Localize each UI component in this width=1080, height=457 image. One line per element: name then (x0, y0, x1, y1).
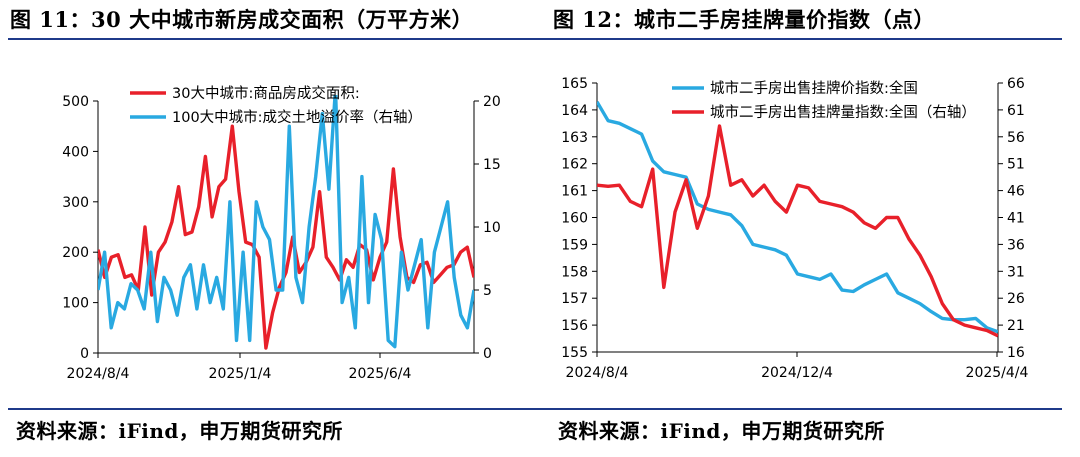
right-chart-series-line-1 (597, 100, 998, 334)
right-chart-right-tick-label: 26 (1007, 291, 1025, 307)
left-chart-right-tick-label: 10 (483, 220, 501, 236)
right-chart-x-tick-label: 2025/4/4 (966, 365, 1029, 381)
left-chart-left-tick-label: 400 (62, 144, 89, 160)
left-chart-left-tick-label: 0 (80, 346, 89, 362)
left-chart-legend-label-2: 100大中城市:成交土地溢价率（右轴） (172, 108, 422, 126)
right-chart-left-tick-label: 158 (561, 264, 588, 280)
left-chart-x-tick-label: 2025/1/4 (209, 366, 272, 382)
left-chart-right-tick-label: 20 (483, 94, 501, 110)
right-chart-right-tick-label: 46 (1007, 184, 1025, 200)
header-rule (8, 38, 1062, 40)
right-chart-right-tick-label: 56 (1007, 130, 1025, 146)
right-chart-right-tick-label: 31 (1007, 264, 1025, 280)
right-chart-title: 图 12：城市二手房挂牌量价指数（点） (553, 7, 936, 32)
right-chart-left-tick-label: 161 (561, 184, 588, 200)
left-chart-right-tick-label: 15 (483, 157, 501, 173)
left-chart-right-tick-label: 0 (483, 346, 492, 362)
right-chart-legend-label-2: 城市二手房出售挂牌量指数:全国（右轴） (710, 103, 976, 121)
right-chart-left-tick-label: 165 (561, 76, 588, 92)
right-chart-right-tick-label: 16 (1007, 345, 1025, 361)
right-chart-x-tick-label: 2024/8/4 (566, 365, 629, 381)
right-chart-legend-label-1: 城市二手房出售挂牌价指数:全国 (710, 79, 918, 97)
left-chart-left-tick-label: 500 (62, 94, 89, 110)
right-chart-right-tick-label: 36 (1007, 237, 1025, 253)
right-chart-left-tick-label: 156 (561, 318, 588, 334)
right-chart-left-tick-label: 159 (561, 237, 588, 253)
left-chart-x-tick-label: 2025/6/4 (349, 366, 412, 382)
right-chart-right-tick-label: 66 (1007, 76, 1025, 92)
right-chart-left-tick-label: 162 (561, 157, 588, 173)
right-chart-right-tick-label: 61 (1007, 103, 1025, 119)
right-chart-left-tick-label: 160 (561, 211, 588, 227)
left-chart-left-tick-label: 200 (62, 245, 89, 261)
right-chart-series-line-2 (597, 124, 998, 338)
right-chart-left-tick-label: 164 (561, 103, 588, 119)
right-chart-left-tick-label: 163 (561, 130, 588, 146)
right-chart-left-tick-label: 155 (561, 345, 588, 361)
left-chart-right-tick-label: 5 (483, 283, 492, 299)
left-chart-legend-label-1: 30大中城市:商品房成交面积: (172, 84, 360, 102)
footer-rule (8, 408, 1062, 410)
left-chart-x-tick-label: 2024/8/4 (67, 366, 130, 382)
left-chart-left-tick-label: 300 (62, 195, 89, 211)
left-chart-left-tick-label: 100 (62, 296, 89, 312)
right-chart-right-tick-label: 21 (1007, 318, 1025, 334)
right-chart-right-tick-label: 51 (1007, 157, 1025, 173)
right-chart-x-tick-label: 2024/12/4 (761, 365, 833, 381)
left-chart-title: 图 11：30 大中城市新房成交面积（万平方米） (10, 7, 474, 32)
right-chart-right-tick-label: 41 (1007, 211, 1025, 227)
right-chart-left-tick-label: 157 (561, 291, 588, 307)
right-source-note: 资料来源：iFind，申万期货研究所 (558, 419, 885, 443)
left-source-note: 资料来源：iFind，申万期货研究所 (16, 419, 343, 443)
left-chart-series-line-2 (98, 95, 474, 349)
